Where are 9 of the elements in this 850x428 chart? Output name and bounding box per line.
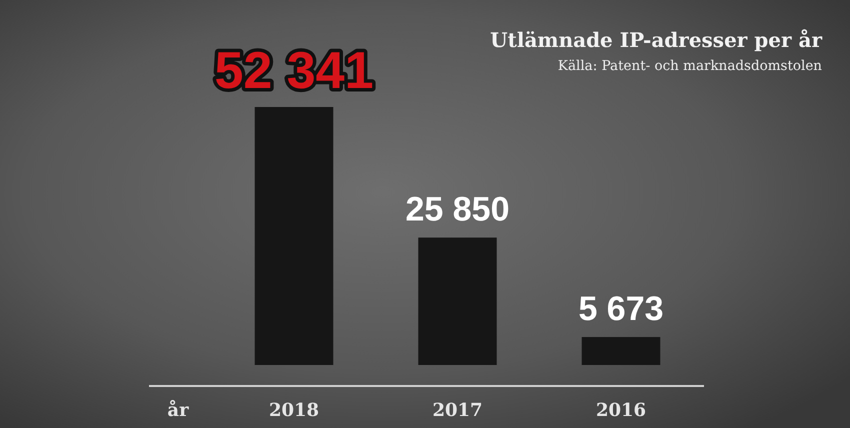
data-label: 5 673 <box>578 290 664 328</box>
x-tick-label: 2017 <box>432 400 483 421</box>
data-label: 52 341 <box>214 42 374 100</box>
data-label: 25 850 <box>406 190 510 229</box>
x-axis-title: år <box>167 400 190 421</box>
text: Källa: Patent- och marknadsdomstolen <box>558 58 822 74</box>
chart-title: Utlämnade IP-adresser per år <box>490 28 822 52</box>
x-tick-label: 2018 <box>268 400 320 421</box>
x-tick-label: 2016 <box>596 400 646 421</box>
